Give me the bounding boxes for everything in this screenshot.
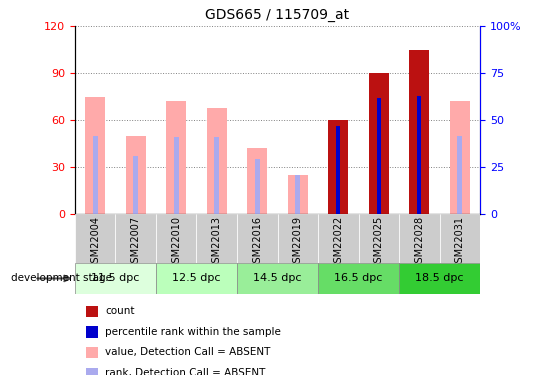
Text: 11.5 dpc: 11.5 dpc xyxy=(91,273,140,284)
Bar xyxy=(115,214,156,262)
Bar xyxy=(336,126,340,214)
Text: GSM22019: GSM22019 xyxy=(292,216,303,269)
Text: count: count xyxy=(105,306,134,316)
Bar xyxy=(287,175,308,214)
Text: GSM22007: GSM22007 xyxy=(130,216,141,269)
Bar xyxy=(174,137,179,214)
Bar xyxy=(255,159,260,214)
Bar xyxy=(278,214,318,262)
Bar xyxy=(295,175,300,214)
Text: GSM22016: GSM22016 xyxy=(252,216,263,269)
Text: 12.5 dpc: 12.5 dpc xyxy=(172,273,221,284)
Text: 16.5 dpc: 16.5 dpc xyxy=(334,273,383,284)
Text: GSM22010: GSM22010 xyxy=(171,216,181,269)
Bar xyxy=(457,136,462,214)
Text: development stage: development stage xyxy=(11,273,112,284)
Title: GDS665 / 115709_at: GDS665 / 115709_at xyxy=(205,9,350,22)
Bar xyxy=(156,263,237,294)
Bar xyxy=(328,120,349,214)
Bar xyxy=(359,214,399,262)
Bar xyxy=(318,263,399,294)
Bar xyxy=(75,214,115,262)
Text: rank, Detection Call = ABSENT: rank, Detection Call = ABSENT xyxy=(105,368,265,375)
Bar xyxy=(166,101,186,214)
Bar xyxy=(196,214,237,262)
Bar xyxy=(85,97,105,214)
Text: GSM22031: GSM22031 xyxy=(455,216,465,269)
Bar xyxy=(450,101,470,214)
Text: GSM22004: GSM22004 xyxy=(90,216,100,269)
Text: value, Detection Call = ABSENT: value, Detection Call = ABSENT xyxy=(105,348,270,357)
Text: 14.5 dpc: 14.5 dpc xyxy=(253,273,302,284)
Bar xyxy=(369,73,389,214)
Bar xyxy=(377,98,381,214)
Bar xyxy=(75,263,156,294)
Bar xyxy=(440,214,480,262)
Bar xyxy=(417,96,421,214)
Bar xyxy=(318,214,359,262)
Text: 18.5 dpc: 18.5 dpc xyxy=(415,273,464,284)
Bar xyxy=(247,148,268,214)
Text: percentile rank within the sample: percentile rank within the sample xyxy=(105,327,281,337)
Text: GSM22025: GSM22025 xyxy=(374,216,384,269)
Text: GSM22013: GSM22013 xyxy=(211,216,222,269)
Bar xyxy=(399,214,440,262)
Bar xyxy=(156,214,196,262)
Bar xyxy=(237,214,278,262)
Bar xyxy=(133,156,138,214)
Bar xyxy=(125,136,146,214)
Bar xyxy=(399,263,480,294)
Bar xyxy=(237,263,318,294)
Bar xyxy=(214,137,219,214)
Bar xyxy=(206,108,227,214)
Text: GSM22028: GSM22028 xyxy=(414,216,425,269)
Bar xyxy=(409,50,430,214)
Text: GSM22022: GSM22022 xyxy=(333,216,344,269)
Bar xyxy=(93,136,98,214)
